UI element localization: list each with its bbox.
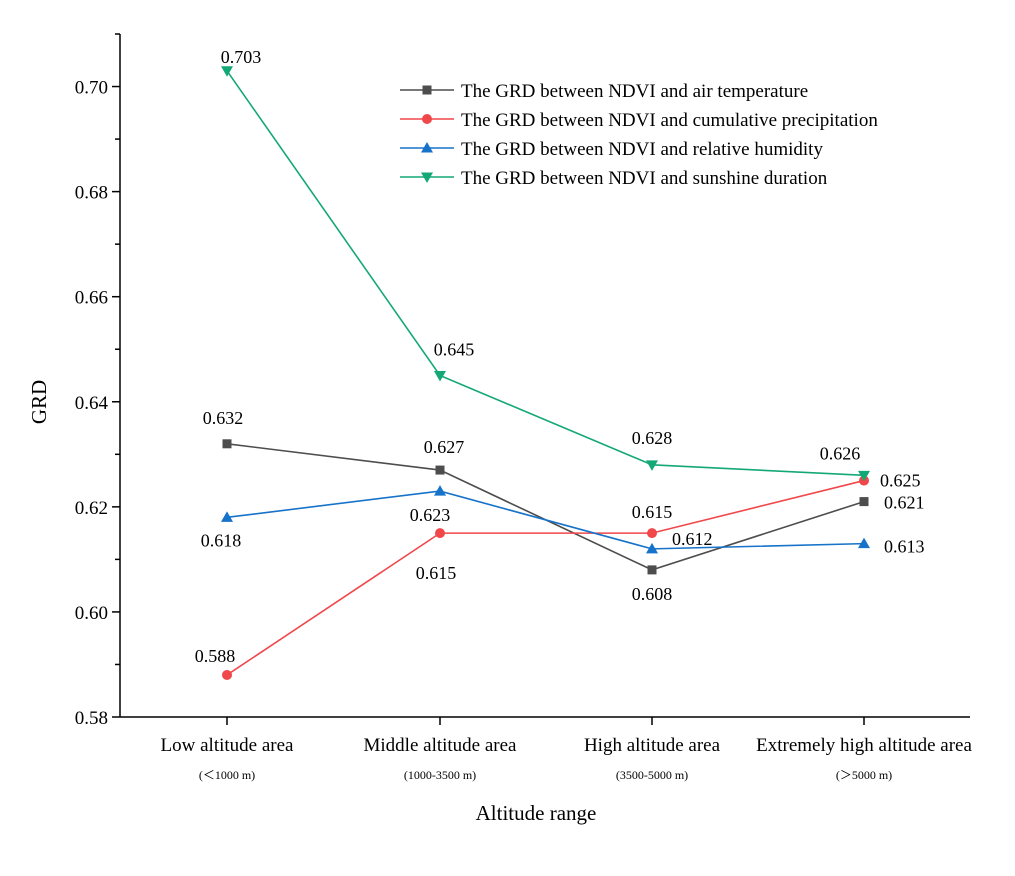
y-axis-title: GRD — [27, 380, 51, 424]
series-line — [226, 70, 865, 477]
series-markers — [221, 66, 870, 680]
data-label: 0.628 — [632, 428, 673, 448]
data-point-marker — [222, 439, 232, 449]
series-line — [226, 443, 865, 571]
data-point-marker — [646, 460, 658, 471]
series-line — [226, 490, 865, 550]
data-point-marker — [858, 470, 870, 482]
x-category-label: Middle altitude area — [364, 735, 518, 756]
legend-marker — [422, 114, 432, 124]
data-label: 0.621 — [884, 493, 925, 513]
data-point-marker — [434, 371, 446, 382]
data-point-marker — [435, 528, 445, 539]
data-label: 0.588 — [195, 646, 236, 666]
data-point-marker — [222, 669, 232, 680]
x-axis-title: Altitude range — [476, 801, 597, 825]
x-ticks: Low altitude area (＜1000 m) Middle altitud… — [161, 717, 972, 782]
data-label: 0.703 — [221, 47, 262, 67]
data-point-marker — [859, 497, 869, 507]
data-label: 0.623 — [410, 505, 451, 525]
legend-marker — [421, 172, 433, 183]
data-point-marker — [434, 485, 446, 496]
data-point-marker — [221, 66, 233, 77]
y-ticks: 0.58 0.60 0.62 0.64 0.66 0.68 0.70 — [75, 33, 120, 729]
x-category-sublabel: (＜1000 m) — [199, 768, 255, 782]
data-label: 0.625 — [880, 471, 921, 491]
data-label: 0.618 — [201, 530, 242, 550]
data-label: 0.627 — [424, 437, 465, 457]
data-point-marker — [646, 542, 658, 554]
data-label: 0.612 — [672, 529, 713, 549]
legend-marker — [422, 85, 432, 95]
legend-label: The GRD between NDVI and relative humidi… — [461, 139, 823, 160]
legend-label: The GRD between NDVI and cumulative prec… — [461, 110, 878, 131]
y-tick-label: 0.68 — [75, 183, 108, 204]
legend-label: The GRD between NDVI and air temperature — [461, 81, 808, 102]
legend-label: The GRD between NDVI and sunshine durati… — [461, 168, 828, 189]
data-point-marker — [647, 565, 657, 575]
series-line — [226, 479, 865, 676]
data-labels: 0.632 0.627 0.608 0.621 0.588 0.615 0.615 0.625… — [195, 47, 925, 666]
data-label: 0.615 — [632, 502, 673, 522]
data-point-marker — [435, 465, 445, 475]
data-point-marker — [221, 511, 233, 522]
x-category-label: Extremely high altitude area — [756, 735, 972, 756]
y-tick-label: 0.70 — [75, 78, 108, 99]
data-point-marker — [858, 537, 870, 549]
data-label: 0.608 — [632, 584, 673, 604]
x-category-sublabel: (＞5000 m) — [836, 768, 892, 782]
data-label: 0.615 — [416, 563, 457, 583]
data-point-marker — [647, 528, 657, 539]
y-tick-label: 0.64 — [75, 393, 109, 414]
y-tick-label: 0.58 — [75, 708, 108, 729]
data-label: 0.626 — [820, 443, 861, 463]
y-tick-label: 0.62 — [75, 498, 108, 519]
x-category-label: High altitude area — [584, 735, 721, 756]
x-category-sublabel: (1000-3500 m) — [404, 768, 476, 782]
x-category-sublabel: (3500-5000 m) — [616, 768, 688, 782]
data-label: 0.645 — [434, 340, 475, 360]
legend: The GRD between NDVI and air temperature… — [400, 81, 878, 189]
x-category-label: Low altitude area — [161, 735, 295, 756]
data-label: 0.632 — [203, 408, 244, 428]
data-label: 0.613 — [884, 537, 925, 557]
y-tick-label: 0.66 — [75, 288, 108, 309]
series-lines — [226, 70, 865, 676]
y-tick-label: 0.60 — [75, 603, 108, 624]
axes — [119, 34, 970, 718]
legend-marker — [421, 142, 433, 153]
